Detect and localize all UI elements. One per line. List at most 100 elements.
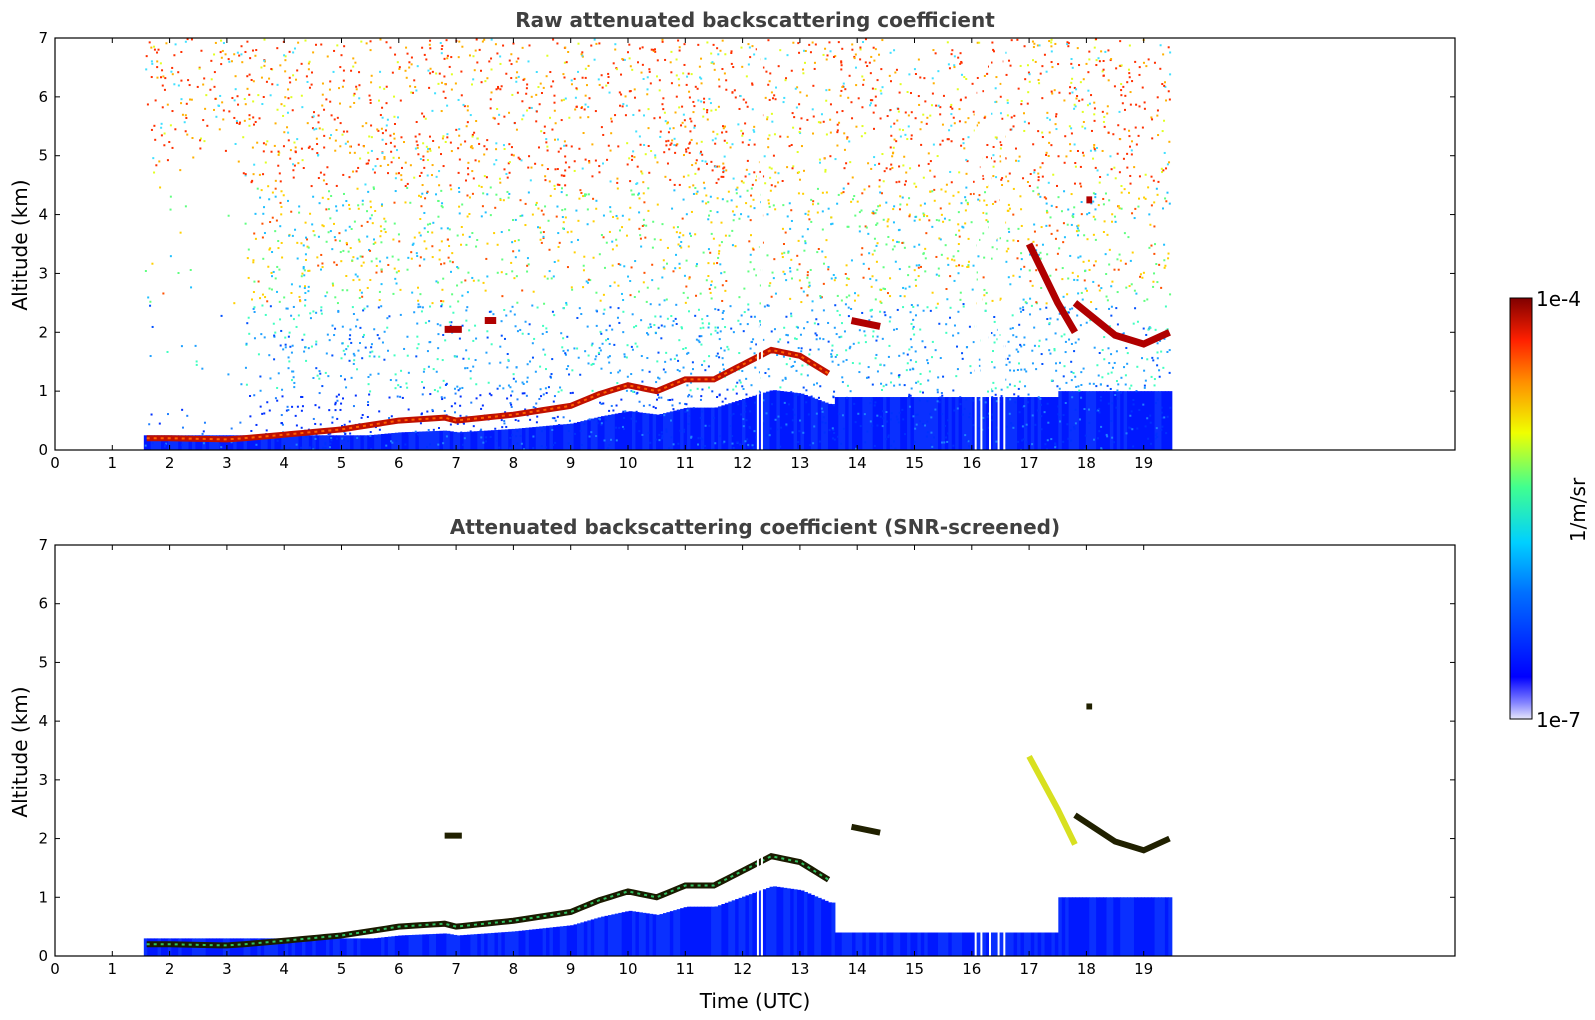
speckle xyxy=(923,77,926,80)
speckle xyxy=(791,419,794,422)
speckle xyxy=(262,173,265,176)
speckle xyxy=(271,191,274,194)
speckle xyxy=(705,202,708,205)
speckle xyxy=(557,245,560,248)
speckle xyxy=(991,202,994,205)
speckle xyxy=(156,51,159,54)
speckle xyxy=(200,49,203,52)
surface-column xyxy=(852,397,857,450)
speckle xyxy=(301,405,304,408)
speckle xyxy=(777,415,780,418)
speckle xyxy=(693,124,696,127)
speckle xyxy=(956,345,959,348)
speckle xyxy=(1138,197,1141,200)
surface-column xyxy=(308,435,313,450)
speckle xyxy=(501,258,504,261)
speckle xyxy=(857,341,860,344)
speckle xyxy=(616,382,619,385)
speckle xyxy=(616,217,619,220)
speckle xyxy=(1009,327,1012,330)
speckle xyxy=(799,91,802,94)
speckle xyxy=(475,120,478,123)
speckle xyxy=(931,340,934,343)
speckle xyxy=(441,288,444,291)
speckle xyxy=(499,361,502,364)
surface-column xyxy=(408,431,413,450)
speckle xyxy=(1158,263,1161,266)
speckle xyxy=(1106,299,1109,302)
speckle xyxy=(353,220,356,223)
speckle xyxy=(1007,209,1010,212)
speckle xyxy=(733,89,736,92)
speckle xyxy=(730,414,733,417)
speckle xyxy=(500,419,503,422)
surface-column xyxy=(185,435,190,450)
speckle xyxy=(1017,240,1020,243)
speckle xyxy=(908,73,911,76)
speckle xyxy=(1009,128,1012,131)
speckle xyxy=(602,236,605,239)
speckle xyxy=(1006,239,1009,242)
speckle xyxy=(722,442,725,445)
speckle xyxy=(690,381,693,384)
speckle xyxy=(544,446,547,449)
speckle xyxy=(1035,249,1038,252)
speckle xyxy=(626,142,629,145)
speckle xyxy=(1077,292,1080,295)
speckle xyxy=(498,113,501,116)
speckle xyxy=(943,424,946,427)
speckle xyxy=(1124,374,1127,377)
speckle xyxy=(710,232,713,235)
speckle xyxy=(765,434,768,437)
speckle xyxy=(380,283,383,286)
speckle xyxy=(570,83,573,86)
speckle xyxy=(609,180,612,183)
speckle xyxy=(996,137,999,140)
speckle xyxy=(616,187,619,190)
speckle xyxy=(677,78,680,81)
speckle xyxy=(1133,217,1136,220)
speckle xyxy=(428,443,431,446)
speckle xyxy=(1101,149,1104,152)
speckle xyxy=(259,405,262,408)
speckle xyxy=(415,140,418,143)
speckle xyxy=(291,405,294,408)
speckle xyxy=(1039,166,1042,169)
speckle xyxy=(644,236,647,239)
speckle xyxy=(384,129,387,132)
speckle xyxy=(1063,99,1066,102)
speckle xyxy=(159,186,162,189)
speckle xyxy=(1101,70,1104,73)
speckle xyxy=(885,411,888,414)
speckle xyxy=(708,355,711,358)
speckle xyxy=(902,129,905,132)
speckle xyxy=(996,426,999,429)
speckle xyxy=(740,180,743,183)
speckle xyxy=(921,391,924,394)
speckle xyxy=(805,401,808,404)
speckle xyxy=(406,182,409,185)
speckle xyxy=(1022,308,1025,311)
surface-column xyxy=(731,402,736,450)
speckle xyxy=(710,297,713,300)
speckle xyxy=(471,135,474,138)
speckle xyxy=(916,413,919,416)
speckle xyxy=(145,55,148,58)
speckle xyxy=(516,91,519,94)
surface-column xyxy=(336,435,341,450)
speckle xyxy=(314,43,317,46)
speckle xyxy=(462,357,465,360)
speckle xyxy=(724,397,727,400)
speckle xyxy=(1160,428,1163,431)
speckle xyxy=(600,367,603,370)
speckle xyxy=(677,409,680,412)
speckle xyxy=(1069,149,1072,152)
speckle xyxy=(1116,258,1119,261)
speckle xyxy=(991,41,994,44)
speckle xyxy=(516,330,519,333)
speckle xyxy=(811,203,814,206)
surface-column xyxy=(700,407,705,450)
speckle xyxy=(990,112,993,115)
speckle xyxy=(710,284,713,287)
speckle xyxy=(598,346,601,349)
